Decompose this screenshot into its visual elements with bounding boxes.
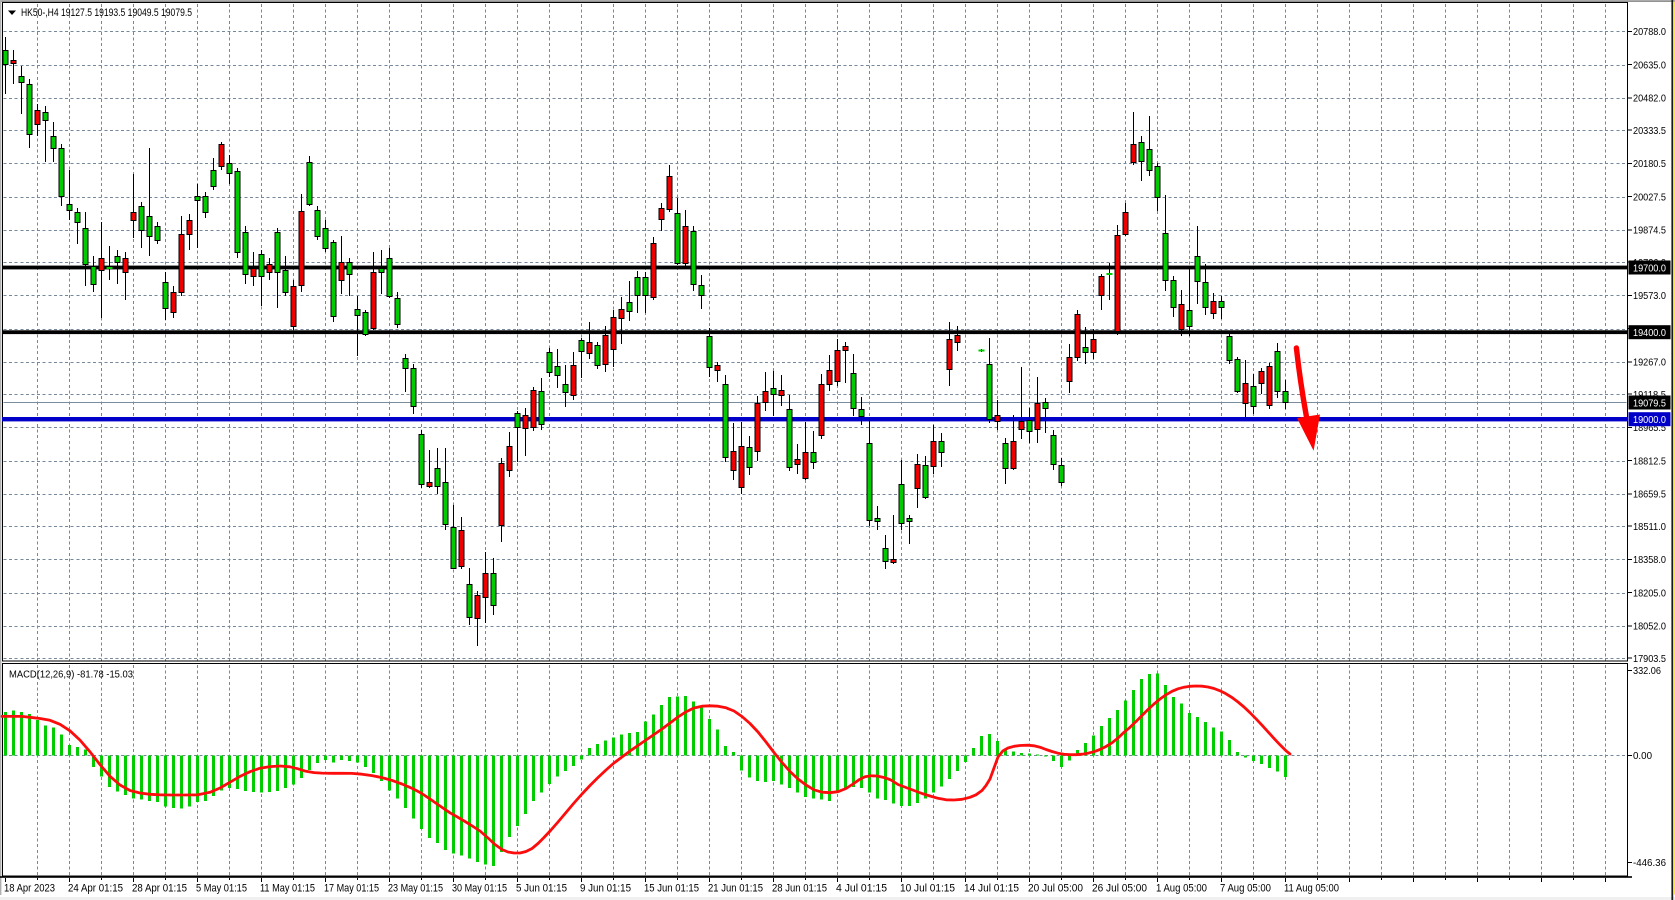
svg-text:18812.5: 18812.5 — [1633, 456, 1666, 467]
svg-text:-446.36: -446.36 — [1633, 858, 1666, 869]
svg-text:10 Jul 01:15: 10 Jul 01:15 — [900, 882, 955, 894]
svg-text:14 Jul 01:15: 14 Jul 01:15 — [964, 882, 1019, 894]
svg-text:19700.0: 19700.0 — [1633, 263, 1666, 274]
svg-text:20027.5: 20027.5 — [1633, 192, 1666, 203]
svg-text:21 Jun 01:15: 21 Jun 01:15 — [708, 882, 763, 894]
svg-text:24 Apr 01:15: 24 Apr 01:15 — [68, 882, 123, 894]
svg-text:18511.0: 18511.0 — [1633, 522, 1666, 533]
svg-text:5 Jun 01:15: 5 Jun 01:15 — [516, 882, 567, 894]
svg-text:18965.5: 18965.5 — [1633, 423, 1666, 434]
svg-text:18052.0: 18052.0 — [1633, 622, 1666, 633]
svg-text:20482.0: 20482.0 — [1633, 94, 1666, 105]
svg-text:20635.0: 20635.0 — [1633, 60, 1666, 71]
svg-text:0.00: 0.00 — [1633, 751, 1652, 762]
svg-text:11 May 01:15: 11 May 01:15 — [260, 882, 315, 894]
svg-text:17903.5: 17903.5 — [1633, 654, 1666, 665]
svg-text:19573.0: 19573.0 — [1633, 291, 1666, 302]
svg-text:17 May 01:15: 17 May 01:15 — [324, 882, 379, 894]
svg-text:11 Aug 05:00: 11 Aug 05:00 — [1284, 882, 1339, 894]
svg-text:332.06: 332.06 — [1633, 666, 1661, 677]
svg-text:26 Jul 05:00: 26 Jul 05:00 — [1092, 882, 1147, 894]
svg-text:20333.5: 20333.5 — [1633, 126, 1666, 137]
svg-text:1 Aug 05:00: 1 Aug 05:00 — [1156, 882, 1207, 894]
svg-text:19400.0: 19400.0 — [1633, 328, 1666, 339]
svg-text:19079.5: 19079.5 — [1633, 398, 1666, 409]
svg-text:19118.5: 19118.5 — [1633, 390, 1666, 401]
svg-text:18205.0: 18205.0 — [1633, 588, 1666, 599]
svg-text:MACD(12,26,9) -81.78 -15.03: MACD(12,26,9) -81.78 -15.03 — [9, 669, 133, 681]
svg-text:20 Jul 05:00: 20 Jul 05:00 — [1028, 882, 1083, 894]
svg-text:19000.0: 19000.0 — [1633, 415, 1666, 426]
svg-text:20180.5: 20180.5 — [1633, 159, 1666, 170]
svg-text:7 Aug 05:00: 7 Aug 05:00 — [1220, 882, 1271, 894]
svg-text:9 Jun 01:15: 9 Jun 01:15 — [580, 882, 631, 894]
svg-text:30 May 01:15: 30 May 01:15 — [452, 882, 507, 894]
svg-text:19874.5: 19874.5 — [1633, 226, 1666, 237]
svg-text:20788.0: 20788.0 — [1633, 27, 1666, 38]
svg-text:18659.5: 18659.5 — [1633, 490, 1666, 501]
svg-text:4 Jul 01:15: 4 Jul 01:15 — [836, 882, 887, 894]
svg-text:28 Jun 01:15: 28 Jun 01:15 — [772, 882, 827, 894]
svg-text:5 May 01:15: 5 May 01:15 — [196, 882, 247, 894]
svg-text:19267.0: 19267.0 — [1633, 358, 1666, 369]
svg-text:HK50-,H4 19127.5 19193.5 1904: HK50-,H4 19127.5 19193.5 19049.5 19079.5 — [21, 7, 192, 19]
svg-text:18 Apr 2023: 18 Apr 2023 — [4, 882, 55, 894]
svg-text:15 Jun 01:15: 15 Jun 01:15 — [644, 882, 699, 894]
svg-text:18358.0: 18358.0 — [1633, 555, 1666, 566]
svg-text:28 Apr 01:15: 28 Apr 01:15 — [132, 882, 187, 894]
svg-text:23 May 01:15: 23 May 01:15 — [388, 882, 443, 894]
